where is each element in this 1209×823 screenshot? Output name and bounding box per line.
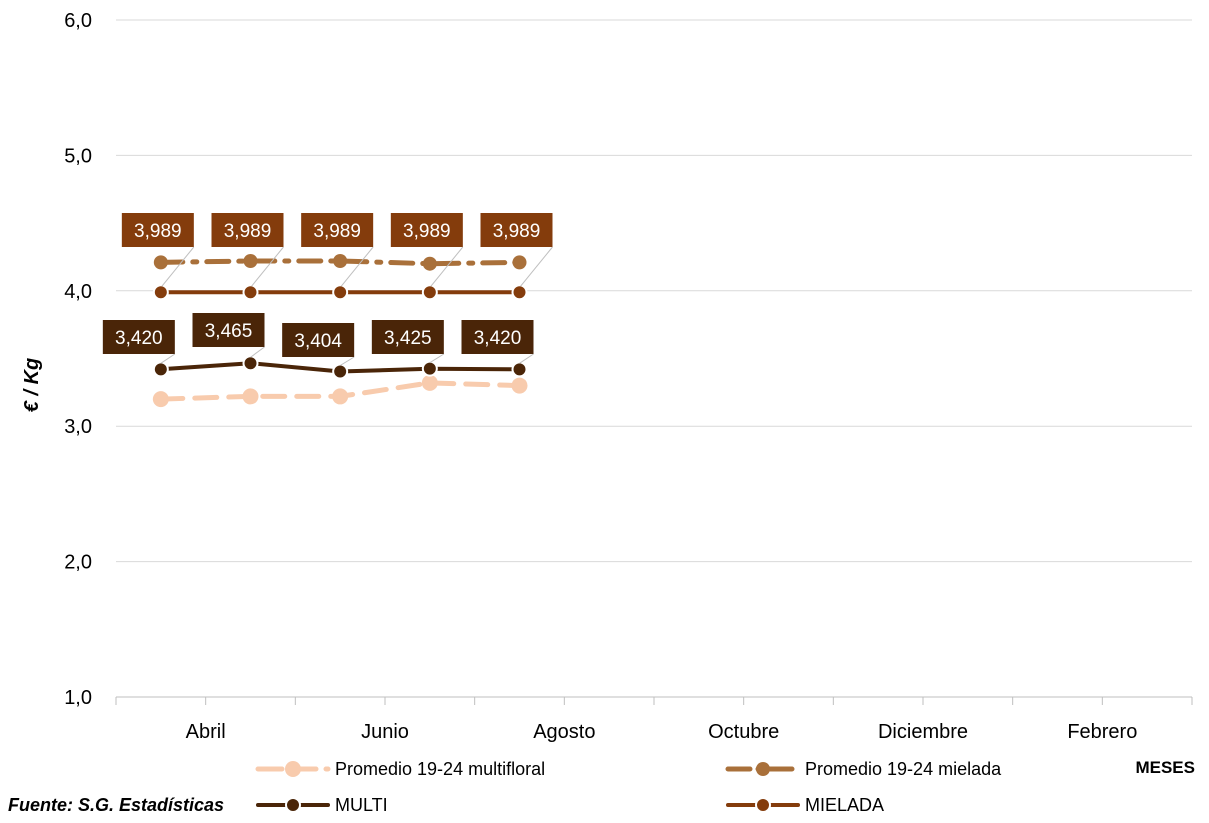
series-lines (152, 254, 528, 408)
data-label-text: 3,989 (224, 221, 272, 242)
data-point (152, 284, 169, 301)
data-point (332, 363, 349, 380)
legend-label: Promedio 19-24 multifloral (335, 759, 545, 779)
label-leader (250, 346, 265, 358)
source-note: Fuente: S.G. Estadísticas (8, 795, 224, 815)
label-leader (161, 246, 195, 287)
label-leader (429, 353, 445, 364)
y-tick-label: 6,0 (64, 10, 92, 32)
y-tick-label: 4,0 (64, 281, 92, 303)
data-label-box (102, 320, 175, 354)
data-label: 3,989 (121, 213, 194, 247)
data-label-text: 3,420 (474, 328, 522, 349)
legend-label: Promedio 19-24 mielada (805, 759, 1002, 779)
legend-item: Promedio 19-24 mielada (725, 759, 1002, 779)
data-label-text: 3,420 (115, 328, 163, 349)
data-point (511, 377, 528, 394)
data-label-text: 3,425 (384, 328, 432, 349)
label-leader (339, 356, 355, 366)
legend-item: MULTI (256, 795, 388, 815)
legend-swatch-marker (756, 762, 770, 776)
data-label: 3,989 (211, 213, 284, 247)
data-label-box (282, 323, 355, 357)
data-label-box (480, 213, 553, 247)
data-label-text: 3,989 (493, 221, 541, 242)
data-label-box (211, 213, 284, 247)
legend: Promedio 19-24 multifloral Promedio 19-24… (255, 759, 1002, 815)
data-label-text: 3,989 (313, 221, 361, 242)
data-label: 3,420 (461, 320, 534, 354)
y-tick-label: 5,0 (64, 145, 92, 167)
data-point (153, 255, 168, 270)
x-tick-label: Junio (361, 721, 409, 743)
legend-item: Promedio 19-24 multifloral (255, 759, 545, 779)
data-point (242, 388, 259, 405)
data-point (242, 355, 259, 372)
data-point (333, 254, 348, 269)
data-point (511, 284, 528, 301)
data-label: 3,465 (192, 313, 265, 347)
data-label: 3,989 (390, 213, 463, 247)
data-point (422, 256, 437, 271)
data-point (421, 360, 438, 377)
x-tick-label: Abril (186, 721, 226, 743)
data-label-text: 3,465 (205, 321, 253, 342)
label-leader (160, 353, 176, 364)
label-leader (519, 353, 534, 364)
legend-swatch-marker (285, 797, 301, 813)
data-label-box (371, 320, 444, 354)
y-axis-title: € / Kg (21, 358, 43, 412)
data-point (152, 361, 169, 378)
data-label-box (390, 213, 463, 247)
data-label-box (121, 213, 194, 247)
axes: 1,0 2,0 3,0 4,0 5,0 6,0 Abril Junio Agosto Octubr… (64, 10, 1193, 743)
y-tick-label: 3,0 (64, 416, 92, 438)
label-leader (520, 246, 553, 287)
y-tick-label: 1,0 (64, 687, 92, 709)
series-line (158, 258, 522, 267)
data-point (332, 388, 349, 405)
data-label: 3,404 (282, 323, 355, 357)
data-point (512, 255, 527, 270)
legend-item: MIELADA (726, 795, 884, 815)
data-point (242, 284, 259, 301)
data-label-box (192, 313, 265, 347)
x-tick-label: Agosto (533, 721, 595, 743)
x-tick-label: Octubre (708, 721, 779, 743)
label-leader (340, 246, 374, 287)
data-point (511, 361, 528, 378)
data-point (332, 284, 349, 301)
x-tick-label: Diciembre (878, 721, 968, 743)
data-label-box (461, 320, 534, 354)
data-label-box (301, 213, 374, 247)
x-axis-title: MESES (1135, 758, 1195, 777)
legend-label: MULTI (335, 795, 388, 815)
data-label: 3,425 (371, 320, 444, 354)
data-label-text: 3,404 (294, 331, 342, 352)
data-point (152, 391, 169, 408)
label-leader (251, 246, 284, 287)
data-label: 3,989 (301, 213, 374, 247)
x-tick-label: Febrero (1067, 721, 1137, 743)
legend-label: MIELADA (805, 795, 884, 815)
data-point (421, 374, 438, 391)
data-label: 3,420 (102, 320, 175, 354)
y-tick-label: 2,0 (64, 552, 92, 574)
legend-swatch-marker (285, 761, 301, 777)
data-label-text: 3,989 (403, 221, 451, 242)
data-point (421, 284, 438, 301)
data-labels: 3,420 3,465 3,404 3,425 3,420 3,989 3,989 3,989… (102, 213, 553, 366)
label-leader (430, 246, 464, 287)
data-label-text: 3,989 (134, 221, 182, 242)
data-label: 3,989 (480, 213, 553, 247)
data-point (243, 254, 258, 269)
legend-swatch-marker (755, 797, 771, 813)
